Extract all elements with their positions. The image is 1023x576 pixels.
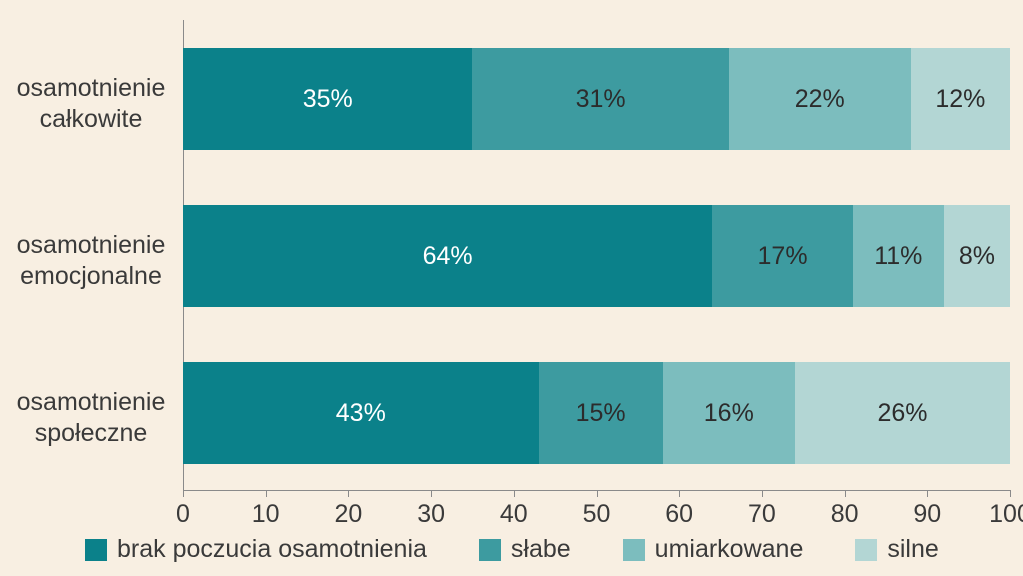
- category-label-line2: emocjonalne: [20, 262, 162, 290]
- legend-label: umiarkowane: [655, 535, 804, 564]
- bar-segment-umiarkowane: 11%: [853, 205, 944, 307]
- x-tick-label: 30: [417, 500, 445, 529]
- x-tick-mark: [1010, 490, 1011, 497]
- bar-segment-silne: 12%: [911, 48, 1010, 150]
- x-tick-mark: [597, 490, 598, 497]
- x-tick-label: 60: [665, 500, 693, 529]
- category-label: osamotnienie całkowite: [6, 73, 176, 136]
- legend-label: słabe: [511, 535, 571, 564]
- bar-row: 35%31%22%12%: [183, 48, 1010, 150]
- x-tick-mark: [348, 490, 349, 497]
- bar-segment-brak: 64%: [183, 205, 712, 307]
- category-label-line1: osamotnienie: [17, 231, 166, 259]
- x-tick-mark: [514, 490, 515, 497]
- legend-swatch-silne: [855, 539, 877, 561]
- plot-area: 35%31%22%12% 64%17%11%8% 43%15%16%26%: [183, 20, 1010, 490]
- bar-segment-silne: 26%: [795, 362, 1010, 464]
- category-label-line1: osamotnienie: [17, 388, 166, 416]
- bar-segment-slabe: 15%: [539, 362, 663, 464]
- legend-label: brak poczucia osamotnienia: [117, 535, 427, 564]
- category-label: osamotnienie emocjonalne: [6, 230, 176, 293]
- x-tick-label: 80: [831, 500, 859, 529]
- bar-segment-umiarkowane: 22%: [729, 48, 911, 150]
- legend-swatch-brak: [85, 539, 107, 561]
- x-tick-mark: [845, 490, 846, 497]
- x-tick-mark: [431, 490, 432, 497]
- bar-segment-slabe: 31%: [472, 48, 728, 150]
- legend: brak poczucia osamotnienia słabe umiarko…: [85, 535, 939, 564]
- bar-row: 43%15%16%26%: [183, 362, 1010, 464]
- bar-segment-silne: 8%: [944, 205, 1010, 307]
- bar-segment-brak: 35%: [183, 48, 472, 150]
- bar-row: 64%17%11%8%: [183, 205, 1010, 307]
- x-tick-mark: [762, 490, 763, 497]
- x-tick-label: 70: [748, 500, 776, 529]
- x-axis-ticks: 0102030405060708090100: [183, 490, 1010, 530]
- category-label-line2: całkowite: [40, 105, 143, 133]
- x-tick-label: 10: [252, 500, 280, 529]
- x-tick-label: 40: [500, 500, 528, 529]
- x-tick-mark: [679, 490, 680, 497]
- category-label-line1: osamotnienie: [17, 74, 166, 102]
- legend-swatch-slabe: [479, 539, 501, 561]
- x-tick-label: 20: [334, 500, 362, 529]
- category-label: osamotnienie społeczne: [6, 387, 176, 450]
- x-tick-label: 0: [176, 500, 190, 529]
- stacked-bar-chart: osamotnienie całkowite osamotnienie emoc…: [0, 0, 1023, 576]
- bar-segment-brak: 43%: [183, 362, 539, 464]
- x-tick-label: 90: [913, 500, 941, 529]
- category-label-line2: społeczne: [35, 419, 148, 447]
- x-tick-mark: [266, 490, 267, 497]
- x-tick-label: 50: [583, 500, 611, 529]
- x-tick-label: 100: [989, 500, 1023, 529]
- legend-label: silne: [887, 535, 938, 564]
- x-tick-mark: [927, 490, 928, 497]
- legend-swatch-umiarkowane: [623, 539, 645, 561]
- bar-segment-slabe: 17%: [712, 205, 853, 307]
- x-tick-mark: [183, 490, 184, 497]
- bar-segment-umiarkowane: 16%: [663, 362, 795, 464]
